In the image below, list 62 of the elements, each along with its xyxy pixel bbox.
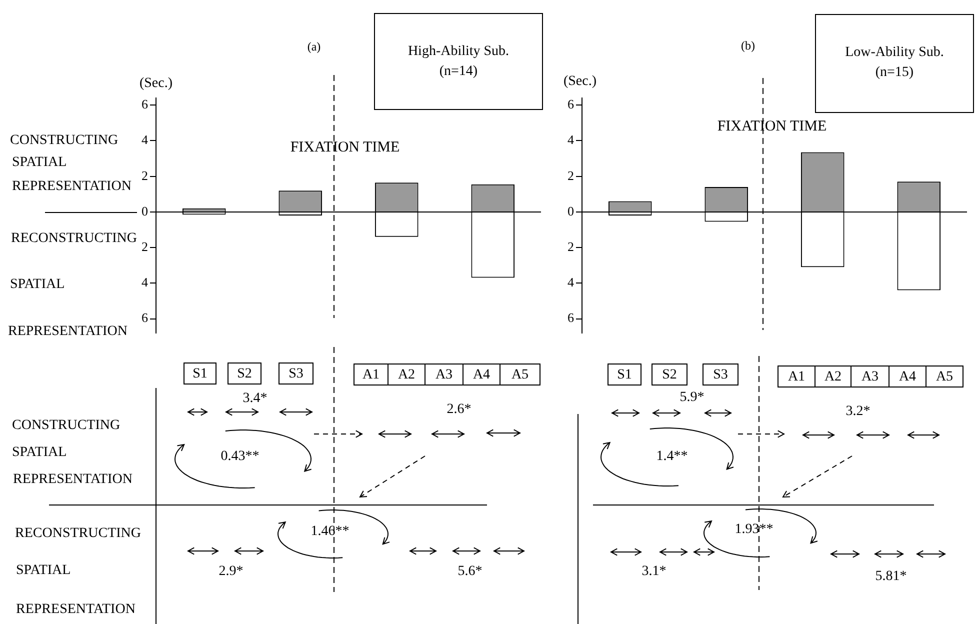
annotation: FIXATION TIME <box>717 118 827 136</box>
text: 2.9* <box>218 564 244 580</box>
y-tick-label: 4 <box>568 132 574 148</box>
text: 2.6* <box>446 402 472 418</box>
text: REPRESENTATION <box>12 179 132 195</box>
text: RECONSTRUCTING <box>11 231 138 247</box>
text: A2 <box>824 370 842 385</box>
text: SPATIAL <box>16 563 71 578</box>
y-tick-label: 4 <box>142 132 148 148</box>
y-tick-label: 4 <box>568 274 574 290</box>
y-tick-label: 6 <box>568 96 574 112</box>
y-axis-title: (Sec.) <box>563 74 597 90</box>
text: A1 <box>362 368 380 383</box>
chart-subtitle: Low-Ability Sub. (n=15) <box>845 44 944 82</box>
text: A5 <box>936 370 954 385</box>
text: CONSTRUCTING <box>10 133 118 149</box>
text: A4 <box>898 370 916 385</box>
text: 5.81* <box>875 569 907 584</box>
text: 3.1* <box>642 564 666 580</box>
chart-title: (b) <box>741 38 755 54</box>
y-tick-label: 2 <box>142 168 148 183</box>
text: S3 <box>288 366 304 382</box>
y-tick-label: 4 <box>142 274 148 290</box>
y-tick-label: 2 <box>568 168 574 183</box>
text: A1 <box>788 370 806 385</box>
text: REPRESENTATION <box>16 602 136 618</box>
text: S3 <box>713 368 728 383</box>
text: 1.93** <box>734 522 774 538</box>
text: A5 <box>511 368 529 383</box>
y-tick-label: 6 <box>142 96 148 112</box>
text: SPATIAL <box>10 277 65 293</box>
text: 3.2* <box>846 404 870 420</box>
annotation: FIXATION TIME <box>290 140 400 156</box>
text: SPATIAL <box>12 155 67 171</box>
y-tick-label: 2 <box>568 238 574 254</box>
text: RECONSTRUCTING <box>15 526 142 542</box>
chart-subtitle: High-Ability Sub. (n=14) <box>408 43 510 81</box>
y-tick-label: 6 <box>142 310 148 326</box>
text: A3 <box>435 368 453 383</box>
text: REPRESENTATION <box>13 472 132 488</box>
y-axis-title: (Sec.) <box>139 76 173 92</box>
text: 1.46** <box>310 524 350 540</box>
text: 5.6* <box>458 564 482 580</box>
y-tick-label: 0 <box>142 203 148 218</box>
text: SPATIAL <box>12 445 67 460</box>
text: S2 <box>237 366 252 382</box>
text: REPRESENTATION <box>8 324 128 340</box>
y-tick-label: 6 <box>568 310 574 326</box>
text: S1 <box>192 366 208 382</box>
text: S1 <box>617 368 632 383</box>
text: A3 <box>861 370 879 385</box>
text: S2 <box>662 368 677 383</box>
text: CONSTRUCTING <box>12 418 120 434</box>
text: 5.9* <box>680 390 704 406</box>
text: A2 <box>398 368 416 383</box>
text: A4 <box>472 368 490 383</box>
text: 1.4** <box>656 449 688 464</box>
y-tick-label: 2 <box>142 238 148 254</box>
text: 0.43** <box>220 449 260 464</box>
y-tick-label: 0 <box>568 203 574 218</box>
text: 3.4* <box>242 391 268 406</box>
chart-title: (a) <box>307 40 321 54</box>
